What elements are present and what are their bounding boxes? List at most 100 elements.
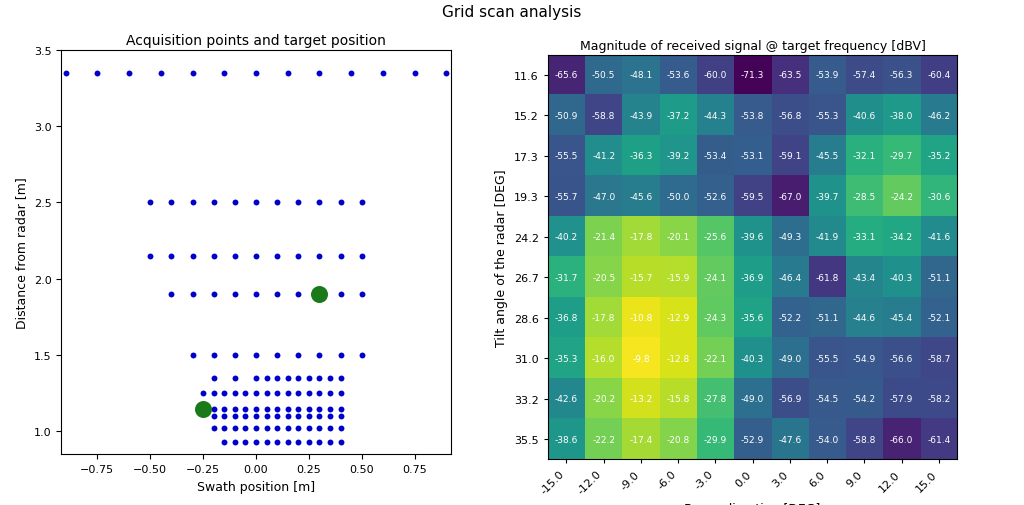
Text: -53.8: -53.8 [741, 112, 764, 121]
Point [311, 69, 328, 77]
Point [216, 438, 232, 446]
Text: -17.8: -17.8 [592, 314, 615, 323]
Point [248, 438, 264, 446]
Point [89, 69, 105, 77]
Text: -40.3: -40.3 [890, 273, 913, 282]
Text: -20.5: -20.5 [592, 273, 615, 282]
Point [226, 374, 243, 382]
Text: -41.6: -41.6 [927, 233, 950, 242]
Text: -50.0: -50.0 [667, 192, 690, 201]
Text: -58.8: -58.8 [592, 112, 615, 121]
Point [311, 405, 328, 413]
Text: -34.2: -34.2 [890, 233, 913, 242]
Text: -57.4: -57.4 [853, 71, 876, 80]
Text: -39.2: -39.2 [667, 152, 690, 161]
Text: -30.6: -30.6 [927, 192, 950, 201]
Point [290, 351, 306, 360]
Point [216, 69, 232, 77]
Point [184, 351, 201, 360]
Text: -15.9: -15.9 [667, 273, 690, 282]
Point [216, 425, 232, 433]
Point [258, 374, 274, 382]
Text: -43.9: -43.9 [630, 112, 652, 121]
Point [248, 199, 264, 207]
Point [269, 199, 286, 207]
Text: -35.6: -35.6 [741, 314, 764, 323]
Text: -61.8: -61.8 [815, 273, 839, 282]
Text: -56.3: -56.3 [890, 71, 913, 80]
Text: -48.1: -48.1 [630, 71, 652, 80]
Text: -65.6: -65.6 [555, 71, 579, 80]
Text: -20.1: -20.1 [667, 233, 690, 242]
Point [248, 252, 264, 261]
Text: -22.2: -22.2 [592, 435, 615, 444]
Text: -44.3: -44.3 [703, 112, 727, 121]
Text: -46.4: -46.4 [778, 273, 802, 282]
Point [248, 374, 264, 382]
Point [311, 413, 328, 421]
Point [375, 69, 391, 77]
Point [280, 69, 296, 77]
Text: -67.0: -67.0 [778, 192, 802, 201]
Text: -59.5: -59.5 [741, 192, 764, 201]
Text: -66.0: -66.0 [890, 435, 913, 444]
Point [269, 290, 286, 298]
Text: -54.2: -54.2 [853, 394, 876, 403]
Point [163, 290, 179, 298]
Point [121, 69, 137, 77]
Point [184, 252, 201, 261]
Text: -55.5: -55.5 [555, 152, 579, 161]
Point [248, 351, 264, 360]
Text: -58.8: -58.8 [853, 435, 877, 444]
Point [206, 199, 222, 207]
Point [206, 389, 222, 397]
Text: -56.6: -56.6 [890, 354, 913, 363]
Text: -46.2: -46.2 [928, 112, 950, 121]
Text: -45.4: -45.4 [890, 314, 913, 323]
Point [311, 425, 328, 433]
Text: -24.3: -24.3 [703, 314, 727, 323]
Text: -55.7: -55.7 [555, 192, 579, 201]
Text: -49.3: -49.3 [778, 233, 802, 242]
Text: -15.8: -15.8 [667, 394, 690, 403]
Text: -31.7: -31.7 [555, 273, 579, 282]
Point [311, 252, 328, 261]
Text: -58.7: -58.7 [927, 354, 950, 363]
Text: -17.8: -17.8 [629, 233, 652, 242]
Point [290, 438, 306, 446]
Point [322, 425, 338, 433]
Point [333, 413, 349, 421]
Point [184, 69, 201, 77]
Text: -54.5: -54.5 [815, 394, 839, 403]
Text: Grid scan analysis: Grid scan analysis [442, 5, 582, 20]
Point [301, 374, 317, 382]
Text: -22.1: -22.1 [703, 354, 727, 363]
Point [290, 425, 306, 433]
Text: -35.3: -35.3 [555, 354, 579, 363]
Point [322, 374, 338, 382]
Point [290, 413, 306, 421]
Point [269, 252, 286, 261]
Point [248, 413, 264, 421]
Point [258, 405, 274, 413]
Point [153, 69, 169, 77]
Text: -40.3: -40.3 [741, 354, 764, 363]
Text: -53.1: -53.1 [741, 152, 764, 161]
Text: -50.5: -50.5 [592, 71, 615, 80]
Point [226, 425, 243, 433]
Point [333, 425, 349, 433]
Point [407, 69, 423, 77]
Text: -29.7: -29.7 [890, 152, 913, 161]
Text: -39.6: -39.6 [741, 233, 764, 242]
Text: -49.0: -49.0 [741, 394, 764, 403]
Point [322, 389, 338, 397]
Text: -29.9: -29.9 [703, 435, 727, 444]
Point [343, 69, 359, 77]
Y-axis label: Tilt angle of the radar [DEG]: Tilt angle of the radar [DEG] [496, 169, 508, 346]
Point [206, 290, 222, 298]
Point [226, 252, 243, 261]
Text: -42.6: -42.6 [555, 394, 578, 403]
Text: -58.2: -58.2 [927, 394, 950, 403]
Point [269, 438, 286, 446]
Point [248, 290, 264, 298]
